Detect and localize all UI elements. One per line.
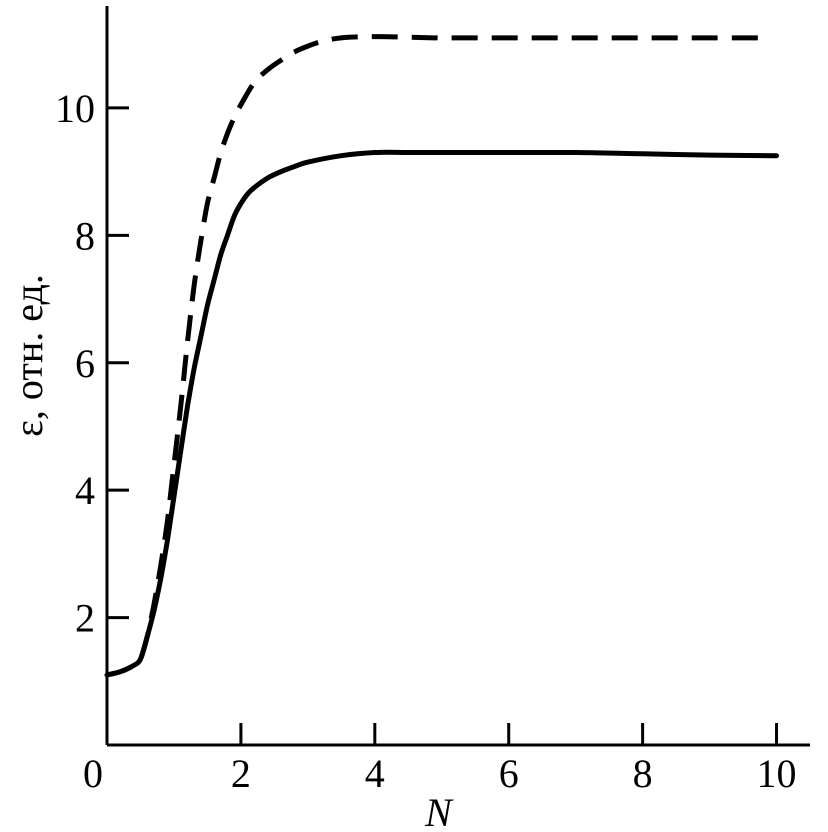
x-tick-label: 6: [499, 751, 519, 796]
y-tick-label: 2: [75, 596, 95, 641]
x-tick-label: 4: [365, 751, 385, 796]
solid-series-line: [104, 149, 779, 678]
y-tick-label: 4: [75, 468, 95, 513]
y-tick-label: 10: [55, 86, 95, 131]
x-tick-label: 2: [231, 751, 251, 796]
x-tick-label: 8: [633, 751, 653, 796]
x-axis-label: N: [424, 790, 454, 832]
x-tick-label: 10: [757, 751, 797, 796]
y-tick-label: 6: [75, 341, 95, 386]
axes: [105, 6, 810, 747]
series-group: [104, 34, 779, 678]
y-tick-label: 8: [75, 213, 95, 258]
x-tick-label: 0: [83, 751, 103, 796]
tick-labels: 0 2 4 6 8 10 2 4 6 8 10: [55, 86, 797, 796]
y-axis-label: ε, отн. ед.: [6, 274, 51, 437]
dashed-series-line: [106, 34, 764, 678]
tick-marks: [107, 106, 779, 745]
